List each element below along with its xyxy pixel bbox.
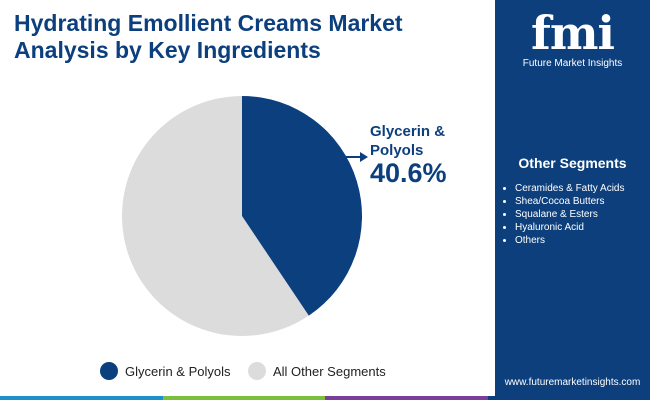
segment-item: Shea/Cocoa Butters <box>515 195 624 208</box>
website: www.futuremarketinsights.com <box>504 377 641 388</box>
segment-item: Ceramides & Fatty Acids <box>515 182 624 195</box>
value-label: 40.6% <box>370 158 447 188</box>
legend-item: All Other Segments <box>248 362 386 380</box>
legend-swatch <box>100 362 118 380</box>
annotation-label: Glycerin & Polyols <box>370 123 446 159</box>
annotation-arrowhead <box>360 152 368 162</box>
footer-strip <box>0 396 650 400</box>
segment-item: Squalane & Esters <box>515 208 624 221</box>
chart <box>122 96 368 337</box>
pie-slice <box>122 96 309 337</box>
legend-label: All Other Segments <box>273 363 386 379</box>
legend-swatch <box>248 362 266 380</box>
sidebar: fmi Future Market Insights Other Segment… <box>495 0 650 400</box>
segment-item: Hyaluronic Acid <box>515 221 624 234</box>
brand-name: Future Market Insights <box>522 58 623 69</box>
legend-label: Glycerin & Polyols <box>125 363 231 379</box>
logo: fmi <box>531 6 615 60</box>
pie-slice <box>242 96 363 316</box>
segment-item: Others <box>515 234 624 247</box>
legend-item: Glycerin & Polyols <box>100 362 230 380</box>
segment-list: Ceramides & Fatty AcidsShea/Cocoa Butter… <box>503 182 624 247</box>
chart-title: Hydrating Emollient Creams Market Analys… <box>14 10 403 63</box>
sidebar-heading: Other Segments <box>518 155 627 171</box>
